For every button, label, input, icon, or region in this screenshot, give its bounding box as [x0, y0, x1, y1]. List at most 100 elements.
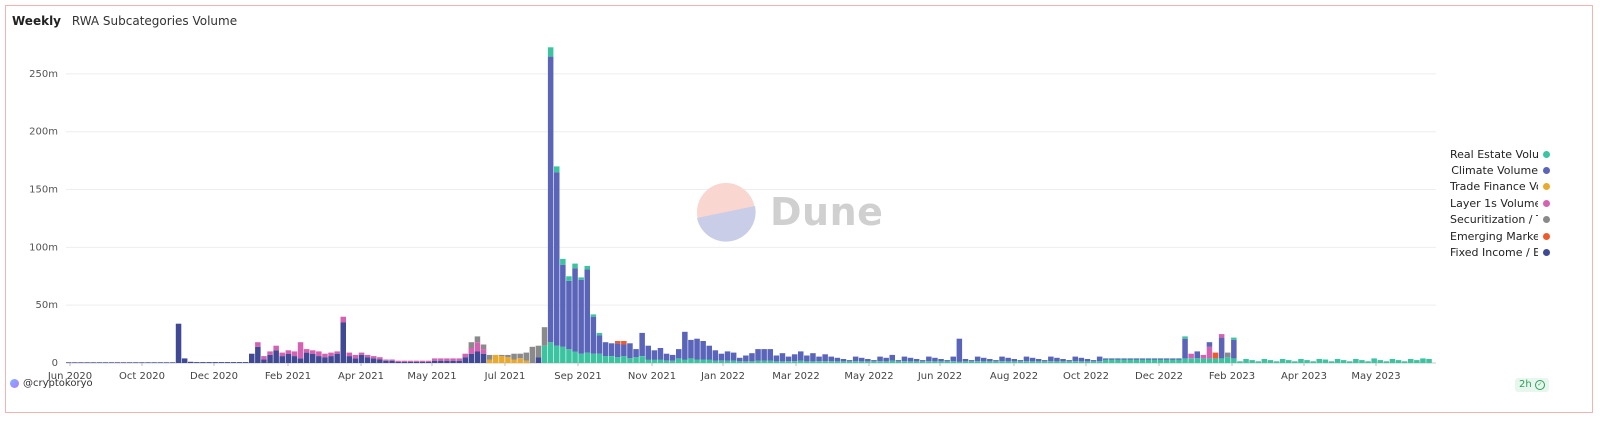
- legend-label: Securitization / To: [1450, 213, 1538, 227]
- bar-segment: [901, 356, 908, 362]
- bar-segment: [499, 356, 505, 363]
- bar-segment: [273, 345, 279, 351]
- bar-segment: [1054, 357, 1060, 362]
- legend-label: Layer 1s Volume: [1450, 196, 1538, 210]
- bar-segment: [1249, 360, 1255, 363]
- legend-label: Trade Finance Volume: [1450, 180, 1538, 194]
- bar-segment: [432, 360, 438, 363]
- bar-segment: [749, 353, 755, 362]
- bar-segment: [493, 354, 499, 363]
- bar-segment: [1048, 361, 1054, 363]
- bar-segment: [639, 332, 645, 356]
- bar-segment: [1383, 361, 1390, 363]
- legend-dot-icon: [1543, 167, 1550, 175]
- bar-segment: [486, 354, 493, 360]
- bar-segment: [572, 263, 578, 269]
- y-tick-label: 250m: [29, 69, 58, 80]
- bar-segment: [1078, 357, 1085, 362]
- bar-segment: [90, 362, 96, 363]
- bar-segment: [822, 361, 828, 363]
- bar-segment: [328, 356, 334, 363]
- y-tick-label: 100m: [29, 242, 58, 253]
- bar-segment: [1200, 354, 1207, 359]
- bar-segment: [968, 360, 975, 362]
- footer-author[interactable]: @cryptokoryo: [10, 378, 93, 389]
- bar-segment: [133, 362, 139, 363]
- bar-segment: [1206, 342, 1213, 347]
- bar-segment: [554, 166, 560, 173]
- bar-segment: [1231, 358, 1237, 363]
- bar-segment: [523, 360, 529, 363]
- bar-segment: [1029, 361, 1036, 363]
- bar-segment: [657, 348, 664, 360]
- legend-item[interactable]: Securitization / To: [1440, 212, 1550, 228]
- bar-segment: [608, 343, 615, 356]
- bar-segment: [499, 354, 505, 357]
- bar-segment: [1164, 358, 1170, 360]
- bar-segment: [480, 353, 487, 363]
- bar-segment: [541, 345, 548, 363]
- bar-segment: [535, 357, 542, 363]
- bar-segment: [785, 356, 792, 362]
- refresh-badge[interactable]: 2h ✓: [1515, 378, 1549, 392]
- bar-segment: [1011, 359, 1017, 362]
- bar-segment: [779, 353, 786, 362]
- legend-item[interactable]: Layer 1s Volume: [1440, 195, 1550, 211]
- bar-segment: [297, 358, 304, 363]
- bar-segment: [157, 362, 163, 363]
- bar-segment: [761, 360, 767, 363]
- bar-segment: [767, 349, 773, 361]
- bar-segment: [340, 316, 346, 323]
- bar-segment: [1121, 358, 1127, 360]
- bar-segment: [761, 349, 767, 361]
- bar-segment: [1066, 361, 1072, 363]
- legend-item[interactable]: Emerging Market V: [1440, 228, 1550, 244]
- legend-item[interactable]: Real Estate Volume: [1440, 146, 1550, 162]
- bar-segment: [480, 349, 487, 354]
- bar-segment: [462, 353, 468, 358]
- bar-segment: [267, 351, 273, 355]
- bar-segment: [267, 354, 273, 363]
- bar-segment: [517, 353, 523, 359]
- bar-segment: [871, 361, 877, 363]
- legend-item[interactable]: Trade Finance Volume: [1440, 179, 1550, 195]
- bar-segment: [651, 359, 658, 363]
- bar-segment: [242, 362, 249, 363]
- bar-segment: [169, 362, 176, 363]
- bar-segment: [578, 277, 584, 280]
- bar-segment: [590, 353, 597, 363]
- bar-segment: [846, 361, 853, 363]
- bar-segment: [1139, 359, 1146, 363]
- bar-segment: [468, 348, 475, 354]
- bar-segment: [950, 361, 956, 363]
- bar-segment: [895, 361, 902, 363]
- bar-segment: [920, 360, 926, 362]
- x-tick-label: Apr 2021: [338, 371, 384, 382]
- bar-segment: [913, 359, 920, 362]
- bar-segment: [425, 361, 432, 363]
- bar-segment: [895, 360, 902, 362]
- bar-segment: [322, 357, 328, 363]
- bar-segment: [468, 353, 475, 363]
- bar-segment: [1005, 361, 1011, 363]
- bar-segment: [1127, 358, 1133, 360]
- legend-item[interactable]: Fixed Income / Eq: [1440, 244, 1550, 260]
- bar-segment: [865, 359, 871, 362]
- bar-segment: [450, 358, 456, 361]
- bar-segment: [1212, 358, 1219, 363]
- bar-segment: [1310, 361, 1316, 363]
- legend-item[interactable]: Climate Volume: [1440, 162, 1550, 178]
- bar-segment: [932, 361, 938, 363]
- x-tick-label: May 2022: [844, 371, 893, 382]
- bar-segment: [1298, 359, 1304, 363]
- bar-segment: [1035, 361, 1042, 363]
- bar-segment: [346, 356, 353, 363]
- bar-segment: [657, 359, 664, 363]
- bar-segment: [517, 358, 523, 363]
- bar-segment: [1011, 361, 1017, 363]
- legend-label: Real Estate Volume: [1450, 147, 1538, 161]
- bar-segment: [96, 362, 102, 363]
- bar-segment: [1218, 358, 1225, 363]
- bar-segment: [1347, 361, 1353, 363]
